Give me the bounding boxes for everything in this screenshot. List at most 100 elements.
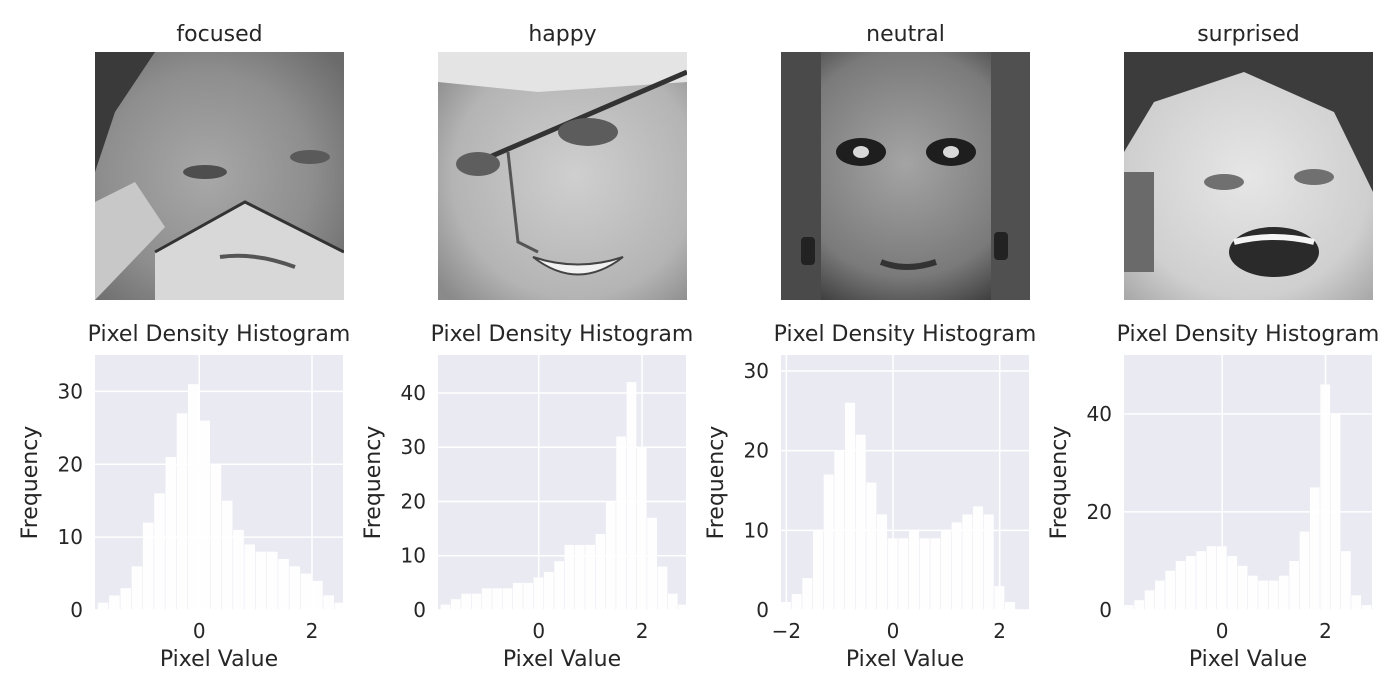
histogram-bar [461,593,471,610]
histogram-bar [533,577,544,610]
histogram-title-neutral: Pixel Density Histogram [773,322,1037,347]
x-tick-label: 2 [1319,619,1332,643]
histogram-bar [994,586,1005,610]
histogram-bar [1341,551,1351,610]
histogram-bar [1227,556,1238,610]
histogram-bar [887,538,898,610]
y-tick-label: 20 [744,439,769,463]
histogram-bar [898,538,909,610]
histogram-bar [97,602,109,610]
histogram-bar [667,593,678,610]
histogram-bar [855,434,866,610]
histogram-bar [1134,600,1145,610]
histogram-bar [1299,531,1310,610]
y-tick-label: 20 [58,452,83,476]
histogram-bar [221,500,233,610]
y-tick-label: 10 [744,518,769,542]
x-axis-label: Pixel Value [160,647,278,672]
face-title-focused: focused [176,22,263,47]
histogram-bar [657,566,668,610]
histogram-bar [312,580,323,610]
histogram-bar [1279,575,1289,610]
histogram-bar [1175,560,1186,610]
y-tick-label: 0 [1099,598,1112,622]
x-tick-label: 2 [306,619,319,643]
histogram-bar [1237,565,1248,610]
histogram-bar [502,588,513,610]
x-tick-label: 2 [993,619,1006,643]
histogram-bar [188,384,199,610]
histogram-bar [1186,556,1196,610]
histogram-bar [845,402,856,610]
histogram-bar [866,482,877,610]
face-title-neutral: neutral [866,22,945,47]
histogram-bar [199,420,210,610]
histogram-bar [523,582,533,610]
histogram-bar [678,604,688,610]
y-tick-label: 0 [756,598,769,622]
histogram-bar [909,530,920,610]
face-image-focused [95,52,344,300]
face-title-happy: happy [528,22,597,47]
histogram-bar [131,566,143,610]
histogram-bar [154,493,165,610]
histogram-bar [1206,546,1217,610]
histogram-bar [176,413,188,610]
y-tick-label: 10 [401,544,426,568]
x-tick-label: 0 [887,619,900,643]
y-axis-label: Frequency [1047,426,1072,540]
histogram-bar [973,506,984,610]
histogram-bar [543,572,554,610]
y-tick-label: 40 [401,381,426,405]
x-tick-label: 0 [1216,619,1229,643]
histogram-bar [781,602,792,610]
histogram-bar [1155,580,1165,610]
y-tick-label: 0 [70,598,83,622]
histogram-bar [450,599,461,610]
histogram-bar [564,544,575,610]
histogram-bar [647,517,657,610]
histogram-bar [1165,570,1176,610]
x-tick-label: 0 [532,619,545,643]
y-tick-label: 30 [58,379,83,403]
face-image-neutral [781,52,1030,300]
histogram-bar [1248,575,1258,610]
y-tick-label: 20 [401,489,426,513]
histogram-bar [334,602,346,610]
histogram-bar [574,544,585,610]
face-image-happy [438,52,687,300]
histogram-bar [492,588,502,610]
histogram-bar [1361,605,1372,610]
y-tick-label: 30 [744,359,769,383]
histogram-bar [1005,602,1016,610]
y-tick-label: 40 [1087,402,1112,426]
histogram-bar [233,529,244,610]
x-tick-label: 2 [636,619,649,643]
y-tick-label: 10 [58,525,83,549]
histogram-bar [142,522,154,610]
histogram-bar [605,501,616,610]
histogram-bar [585,544,595,610]
histogram-bar [120,588,132,610]
histogram-bar [930,538,941,610]
face-image-surprised [1124,52,1373,300]
y-tick-label: 20 [1087,500,1112,524]
histogram-bar [802,578,813,610]
x-axis-label: Pixel Value [503,647,621,672]
histogram-bar [983,514,994,610]
histogram-bar [1268,580,1279,610]
histogram-bar [278,559,289,610]
x-axis-label: Pixel Value [1189,647,1307,672]
histogram-title-happy: Pixel Density Histogram [430,322,694,347]
histogram-bar [323,595,334,610]
histogram-bar [962,514,973,610]
histogram-bar [823,474,834,610]
histogram-bar [1196,551,1207,610]
histogram-bar [255,551,267,610]
x-tick-label: −2 [772,619,801,643]
histogram-bar [1258,580,1269,610]
histogram-bar [1289,560,1300,610]
